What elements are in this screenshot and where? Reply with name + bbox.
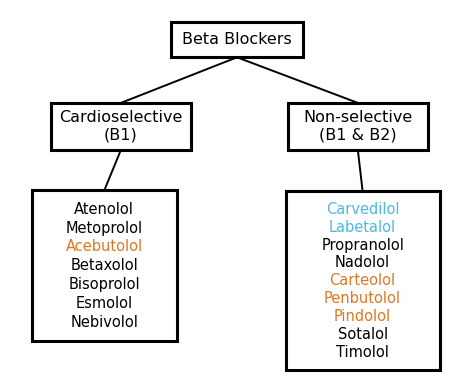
Text: Bisoprolol: Bisoprolol [68,277,140,292]
Text: Betaxolol: Betaxolol [71,258,138,273]
Text: Atenolol: Atenolol [74,202,134,217]
Text: Non-selective
(B1 & B2): Non-selective (B1 & B2) [303,110,412,143]
Text: Carvedilol: Carvedilol [326,202,400,217]
Text: Cardioselective
(B1): Cardioselective (B1) [59,110,182,143]
Text: Carteolol: Carteolol [329,273,396,288]
FancyBboxPatch shape [288,103,428,150]
Text: Acebutolol: Acebutolol [66,239,143,254]
FancyBboxPatch shape [285,192,439,370]
Text: Penbutolol: Penbutolol [324,291,401,306]
FancyBboxPatch shape [32,190,176,341]
Text: Labetalol: Labetalol [329,220,396,234]
Text: Timolol: Timolol [336,345,389,360]
Text: Sotalol: Sotalol [337,327,388,342]
FancyBboxPatch shape [51,103,191,150]
Text: Esmolol: Esmolol [76,296,133,311]
FancyBboxPatch shape [171,22,303,58]
Text: Nadolol: Nadolol [335,256,390,270]
Text: Metoprolol: Metoprolol [66,221,143,236]
Text: Beta Blockers: Beta Blockers [182,32,292,47]
Text: Propranolol: Propranolol [321,238,404,253]
Text: Nebivolol: Nebivolol [70,315,138,330]
Text: Pindolol: Pindolol [334,309,391,324]
